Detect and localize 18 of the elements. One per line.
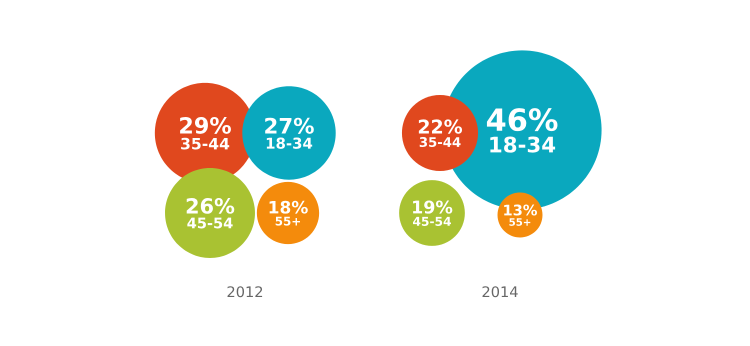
data-label: 29% — [180, 117, 231, 134]
category-label: 18-34 — [490, 136, 556, 153]
text: 2012 — [228, 286, 262, 298]
category-label: 18-34 — [266, 138, 312, 149]
data-label: 22% — [418, 119, 462, 134]
data-label: 27% — [265, 118, 314, 134]
data-label: 18% — [270, 200, 308, 214]
data-label: 19% — [413, 200, 452, 214]
data-label: 13% — [504, 204, 537, 216]
category-label: 55+ — [276, 216, 300, 226]
data-label: 46% — [486, 108, 558, 132]
text: 2014 — [482, 286, 518, 298]
category-label: 55+ — [509, 218, 530, 226]
category-label: 35-44 — [181, 138, 230, 150]
data-label: 26% — [186, 198, 234, 214]
category-label: 45-54 — [413, 216, 451, 226]
category-label: 45-54 — [187, 218, 233, 228]
category-label: 35-44 — [420, 137, 461, 148]
